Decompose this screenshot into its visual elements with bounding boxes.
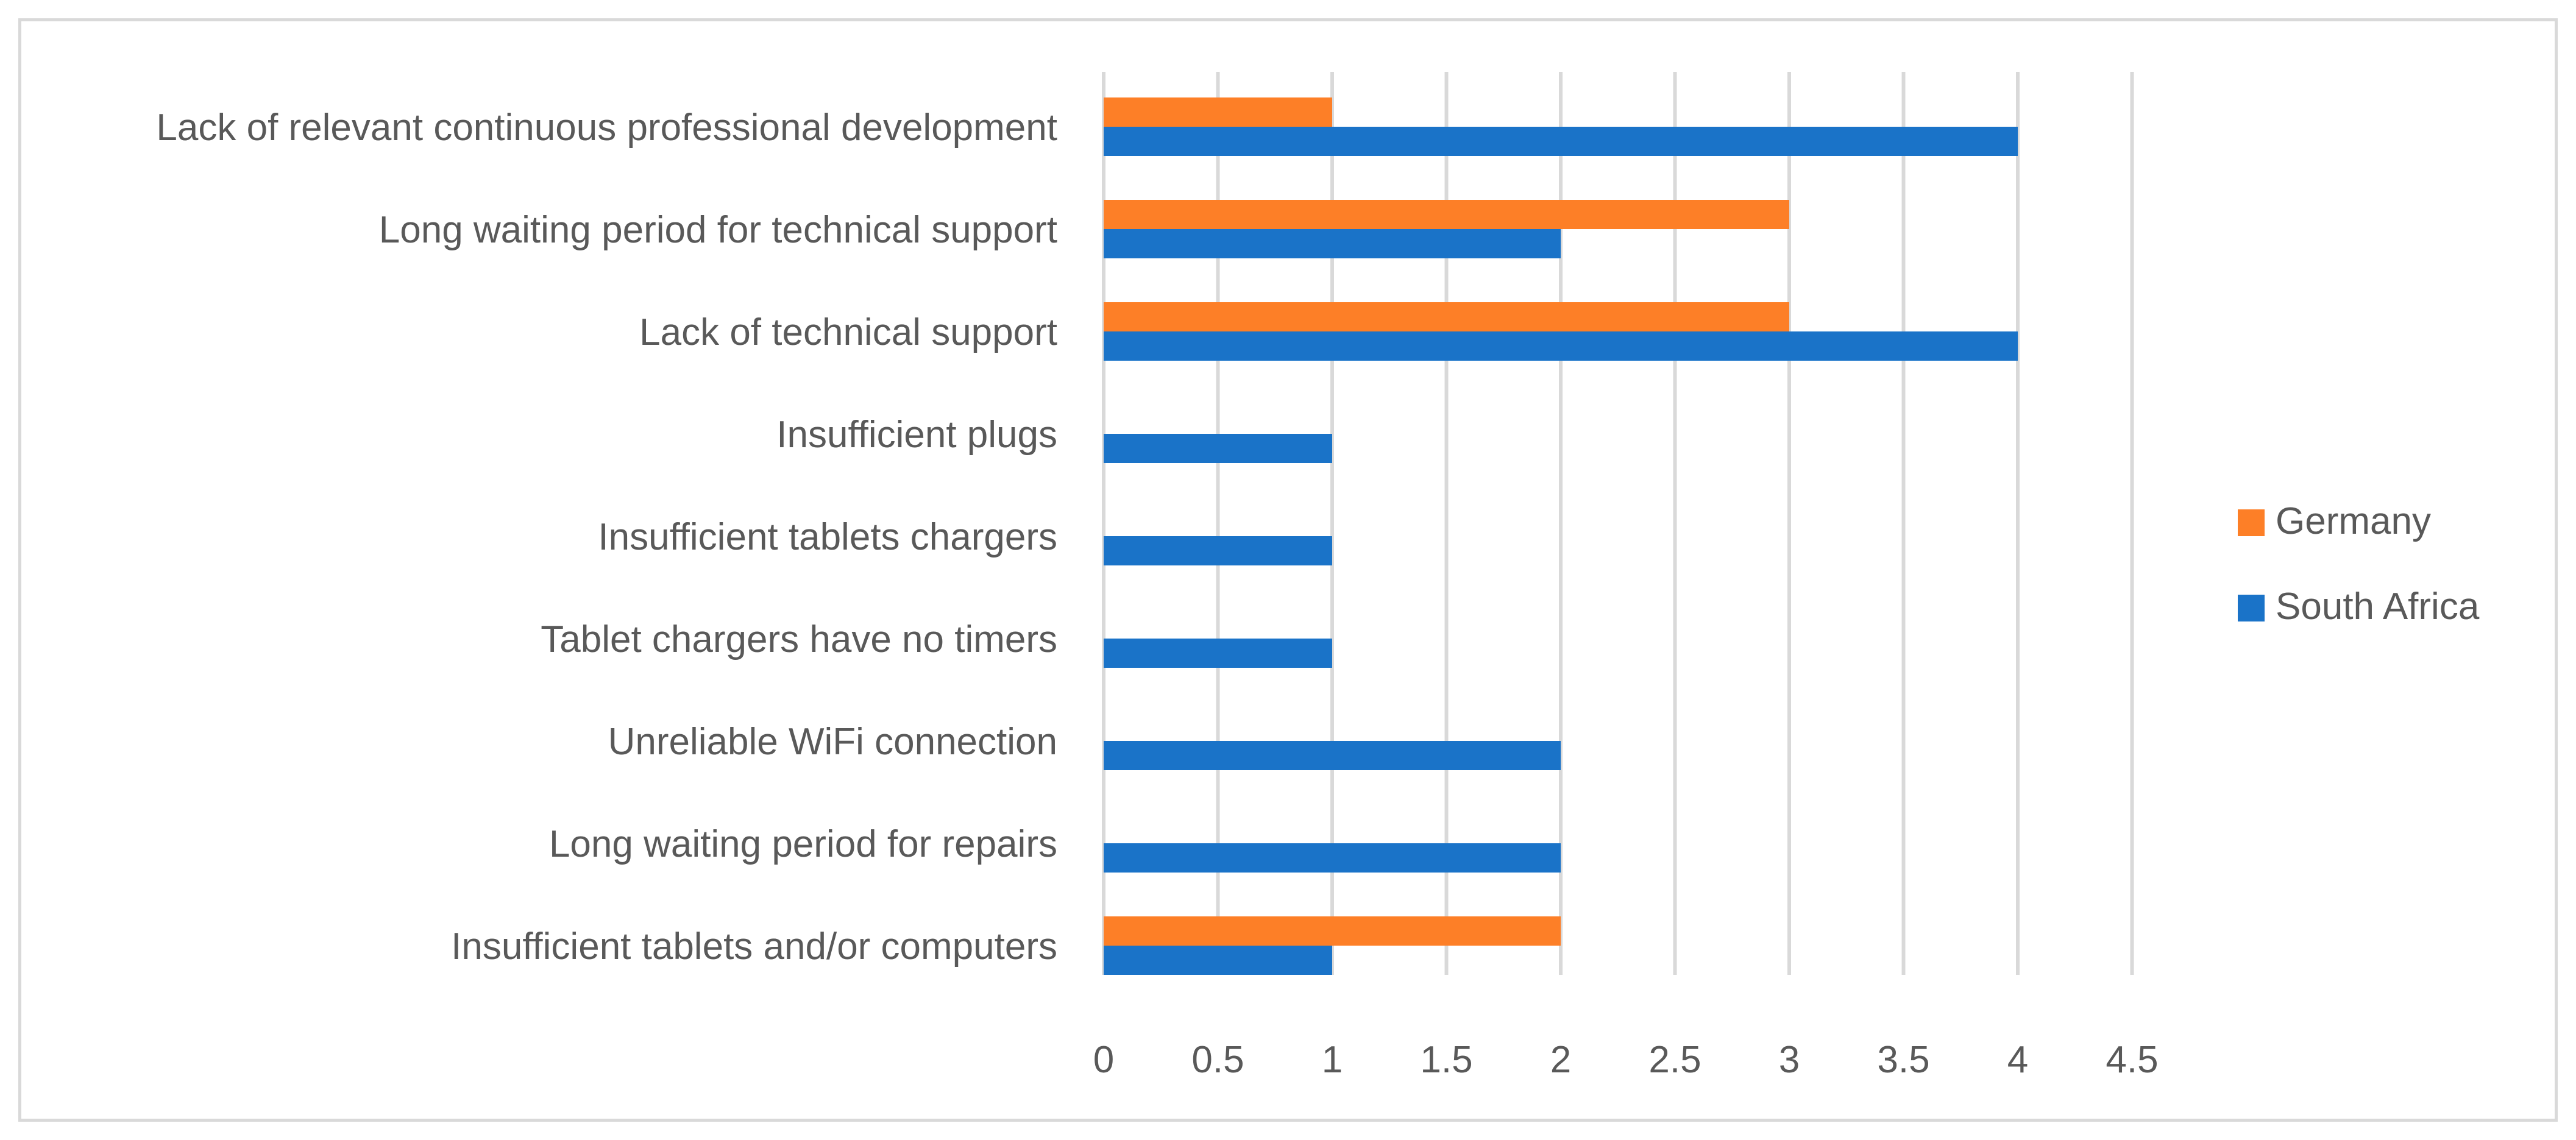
x-tick-label: 4	[2007, 1039, 2028, 1081]
category-label: Insufficient tablets chargers	[598, 516, 1057, 558]
legend-swatch	[2238, 595, 2265, 621]
category-label: Insufficient tablets and/or computers	[451, 926, 1057, 968]
x-tick-label: 4.5	[2106, 1039, 2158, 1081]
category-label: Lack of relevant continuous professional…	[156, 107, 1057, 149]
bar-south-africa	[1104, 741, 1561, 770]
category-label: Long waiting period for repairs	[549, 823, 1057, 865]
bar-south-africa	[1104, 639, 1332, 668]
legend-label: South Africa	[2276, 586, 2480, 628]
x-tick-label: 1	[1322, 1039, 1343, 1081]
bar-germany	[1104, 302, 1789, 331]
bar-south-africa	[1104, 946, 1332, 975]
bar-south-africa	[1104, 536, 1332, 565]
bar-south-africa	[1104, 229, 1561, 258]
legend-label: Germany	[2276, 500, 2431, 542]
bar-germany	[1104, 200, 1789, 229]
x-tick-label: 0.5	[1191, 1039, 1244, 1081]
category-label: Insufficient plugs	[776, 414, 1057, 456]
category-label: Tablet chargers have no timers	[541, 618, 1057, 660]
x-tick-label: 3	[1779, 1039, 1800, 1081]
bar-south-africa	[1104, 331, 2018, 361]
bar-south-africa	[1104, 843, 1561, 873]
bar-south-africa	[1104, 434, 1332, 463]
x-tick-label: 0	[1093, 1039, 1114, 1081]
x-tick-label: 2	[1550, 1039, 1571, 1081]
bar-south-africa	[1104, 127, 2018, 156]
legend-swatch	[2238, 509, 2265, 536]
x-tick-label: 2.5	[1648, 1039, 1701, 1081]
bar-germany	[1104, 916, 1561, 946]
x-tick-label: 3.5	[1877, 1039, 1929, 1081]
category-label: Unreliable WiFi connection	[608, 721, 1057, 763]
category-label: Long waiting period for technical suppor…	[379, 209, 1057, 251]
bar-germany	[1104, 97, 1332, 127]
category-label: Lack of technical support	[639, 311, 1057, 353]
x-tick-label: 1.5	[1420, 1039, 1472, 1081]
